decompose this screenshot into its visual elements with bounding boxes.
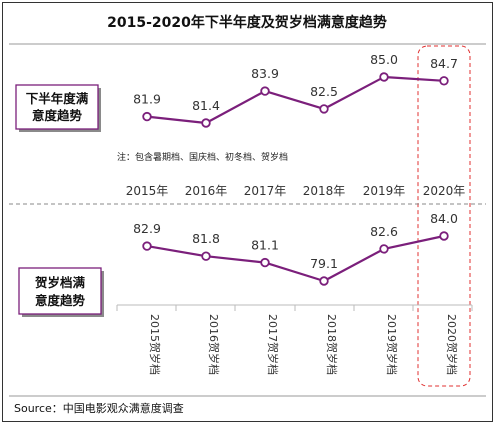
series-label-second-box: 贺岁档满意度趋势 xyxy=(18,267,104,317)
bottom-axis-label: 2020贺岁档 xyxy=(445,314,459,375)
year-label: 2015年 xyxy=(126,184,169,198)
data-point xyxy=(142,111,152,122)
data-point xyxy=(319,276,329,286)
series-label-second: 贺岁档满意度趋势 xyxy=(34,275,86,308)
year-label: 2019年 xyxy=(363,184,406,198)
data-point xyxy=(439,231,449,241)
series-line xyxy=(146,234,445,283)
series-label-first-box: 下半年度满意度趋势 xyxy=(15,84,101,132)
year-label: 2020年 xyxy=(423,184,466,198)
data-label: 83.9 xyxy=(251,66,279,81)
bottom-axis-label: 2018贺岁档 xyxy=(325,314,339,375)
data-label: 81.9 xyxy=(133,92,161,107)
data-label: 82.9 xyxy=(133,221,161,236)
chart-note: 注：包含暑期档、国庆档、初冬档、贺岁档 xyxy=(117,151,288,163)
chart-source: Source：中国电影观众满意度调查 xyxy=(14,401,184,415)
data-label: 82.5 xyxy=(310,84,338,99)
data-point xyxy=(319,104,329,114)
series-label-line: 贺岁档满 xyxy=(34,275,86,290)
series-first: 81.9 81.4 83.9 82.5 85.0 84.7 xyxy=(133,52,458,128)
data-point xyxy=(260,257,270,268)
series-label-first: 下半年度满意度趋势 xyxy=(26,91,89,123)
data-label: 85.0 xyxy=(370,52,398,67)
data-label: 81.4 xyxy=(192,98,220,113)
bottom-axis-label: 2019贺岁档 xyxy=(385,314,399,375)
data-label: 81.8 xyxy=(192,231,220,246)
year-label: 2018年 xyxy=(303,184,346,198)
data-point xyxy=(439,76,449,86)
data-point xyxy=(379,72,389,82)
data-point xyxy=(201,251,211,261)
bottom-axis: 2015贺岁档 2016贺岁档 2017贺岁档 2018贺岁档 2019贺岁档 2020贺… xyxy=(116,304,473,375)
series-label-line: 下半年度满 xyxy=(26,91,89,106)
data-point xyxy=(379,244,389,254)
year-axis: 2015年 2016年 2017年 2018年 2019年 2020年 xyxy=(126,184,466,198)
year-label: 2017年 xyxy=(244,184,287,198)
bottom-axis-label: 2016贺岁档 xyxy=(207,314,221,375)
data-label: 84.7 xyxy=(430,56,458,71)
data-point xyxy=(201,118,211,128)
chart-title: 2015-2020年下半年度及贺岁档满意度趋势 xyxy=(107,14,387,31)
series-label-line: 意度趋势 xyxy=(32,108,83,123)
bottom-axis-label: 2017贺岁档 xyxy=(266,314,280,375)
year-label: 2016年 xyxy=(185,184,228,198)
data-label: 84.0 xyxy=(430,211,458,226)
highlight-2020-box xyxy=(417,45,471,387)
bottom-axis-label: 2015贺岁档 xyxy=(148,314,162,375)
data-label: 79.1 xyxy=(310,256,338,271)
data-point xyxy=(142,241,152,251)
data-label: 81.1 xyxy=(251,238,279,253)
series-label-line: 意度趋势 xyxy=(35,293,86,308)
data-label: 82.6 xyxy=(370,224,398,239)
series-line xyxy=(146,75,445,125)
series-second: 82.9 81.8 81.1 79.1 82.6 84.0 xyxy=(133,211,458,286)
data-point xyxy=(260,86,270,96)
